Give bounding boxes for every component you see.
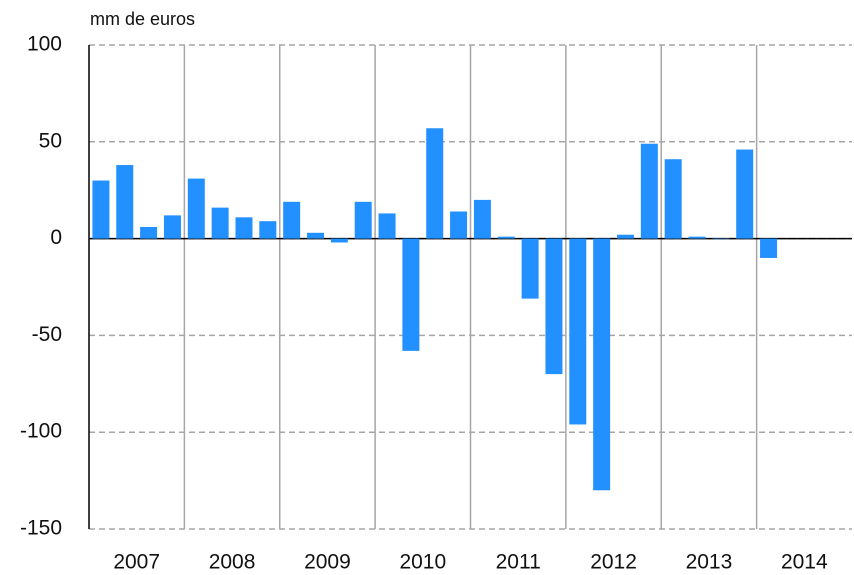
x-tick-label: 2009	[304, 551, 351, 574]
bar	[140, 226, 158, 239]
bar	[283, 201, 301, 239]
bar	[569, 238, 587, 425]
bar	[307, 232, 325, 239]
x-tick-label: 2010	[399, 551, 446, 574]
y-tick-label: -50	[32, 323, 62, 346]
bar	[187, 178, 205, 239]
bar	[736, 149, 754, 239]
bar	[545, 238, 563, 375]
bar	[616, 234, 634, 239]
bar	[521, 238, 539, 299]
y-tick-label: -100	[20, 420, 62, 443]
bar	[760, 238, 778, 258]
bar	[593, 238, 611, 491]
bar	[712, 238, 730, 240]
bar	[235, 217, 253, 239]
x-tick-label: 2013	[686, 551, 733, 574]
y-tick-label: 0	[50, 226, 62, 249]
bar	[163, 215, 181, 239]
bar	[688, 236, 706, 239]
bar	[664, 159, 682, 239]
bar	[330, 238, 348, 243]
bar	[211, 207, 229, 239]
bar	[378, 213, 396, 239]
x-tick-label: 2014	[781, 551, 828, 574]
y-tick-label: -150	[20, 517, 62, 540]
bar	[354, 201, 372, 239]
bar	[473, 199, 491, 239]
unit-label: mm de euros	[90, 9, 195, 29]
bar	[450, 211, 468, 239]
y-tick-label: 50	[39, 129, 62, 152]
x-tick-label: 2008	[209, 551, 256, 574]
bar	[640, 143, 658, 239]
bar	[116, 165, 134, 239]
bar	[497, 236, 515, 239]
x-tick-label: 2007	[113, 551, 160, 574]
bar	[92, 180, 110, 239]
bar	[259, 221, 277, 239]
y-tick-label: 100	[27, 33, 62, 56]
x-tick-label: 2012	[590, 551, 637, 574]
bar	[426, 128, 444, 239]
x-tick-label: 2011	[496, 551, 541, 574]
bar	[402, 238, 420, 351]
